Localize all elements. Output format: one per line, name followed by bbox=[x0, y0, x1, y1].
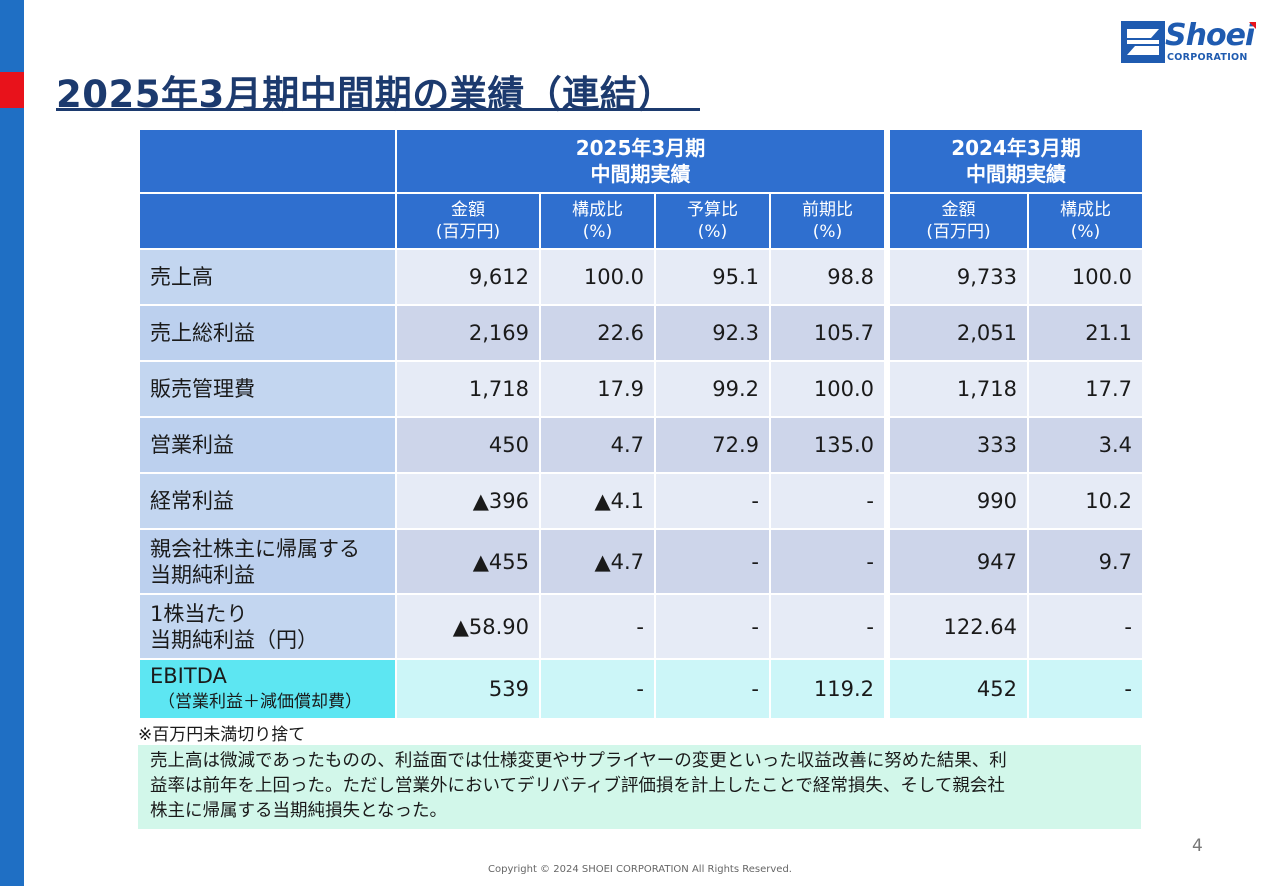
cell: 990 bbox=[890, 474, 1027, 528]
cell: - bbox=[1029, 660, 1142, 718]
row-label: 1株当たり 当期純利益（円） bbox=[140, 595, 395, 658]
header-blank bbox=[140, 194, 395, 248]
cell: 452 bbox=[890, 660, 1027, 718]
cell: ▲4.1 bbox=[541, 474, 654, 528]
cell: ▲4.7 bbox=[541, 530, 654, 593]
cell: 3.4 bbox=[1029, 418, 1142, 472]
group-header-2024: 2024年3月期 中間期実績 bbox=[890, 130, 1142, 192]
header-row-groups: 2025年3月期 中間期実績 2024年3月期 中間期実績 bbox=[140, 130, 1142, 192]
cell: - bbox=[771, 474, 884, 528]
col-header-ratio-2024: 構成比 (%) bbox=[1029, 194, 1142, 248]
cell: 98.8 bbox=[771, 250, 884, 304]
group-header-2025: 2025年3月期 中間期実績 bbox=[397, 130, 884, 192]
cell: 2,051 bbox=[890, 306, 1027, 360]
cell: 100.0 bbox=[1029, 250, 1142, 304]
cell: - bbox=[656, 595, 769, 658]
cell: 22.6 bbox=[541, 306, 654, 360]
cell: 92.3 bbox=[656, 306, 769, 360]
cell: 17.9 bbox=[541, 362, 654, 416]
table-row: 販売管理費 1,718 17.9 99.2 100.0 1,718 17.7 bbox=[140, 362, 1142, 416]
side-accent bbox=[0, 72, 24, 108]
col-header-amount-2024: 金額 (百万円) bbox=[890, 194, 1027, 248]
cell: 9,733 bbox=[890, 250, 1027, 304]
cell: 99.2 bbox=[656, 362, 769, 416]
cell: 2,169 bbox=[397, 306, 539, 360]
cell: 947 bbox=[890, 530, 1027, 593]
cell: 100.0 bbox=[771, 362, 884, 416]
table-row: 売上総利益 2,169 22.6 92.3 105.7 2,051 21.1 bbox=[140, 306, 1142, 360]
cell: 17.7 bbox=[1029, 362, 1142, 416]
cell: - bbox=[656, 474, 769, 528]
row-label: 営業利益 bbox=[140, 418, 395, 472]
summary-line: 売上高は微減であったものの、利益面では仕様変更やサプライヤーの変更といった収益改… bbox=[150, 751, 1007, 771]
row-label: 売上高 bbox=[140, 250, 395, 304]
cell: - bbox=[771, 595, 884, 658]
cell: 539 bbox=[397, 660, 539, 718]
summary-line: 益率は前年を上回った。ただし営業外においてデリバティブ評価損を計上したことで経常… bbox=[150, 776, 1005, 796]
cell: - bbox=[771, 530, 884, 593]
cell: 21.1 bbox=[1029, 306, 1142, 360]
cell: - bbox=[541, 595, 654, 658]
col-header-amount-2025: 金額 (百万円) bbox=[397, 194, 539, 248]
header-blank bbox=[140, 130, 395, 192]
cell: 119.2 bbox=[771, 660, 884, 718]
row-label: 親会社株主に帰属する 当期純利益 bbox=[140, 530, 395, 593]
cell: ▲58.90 bbox=[397, 595, 539, 658]
cell: - bbox=[656, 660, 769, 718]
cell: - bbox=[1029, 595, 1142, 658]
summary-line: 株主に帰属する当期純損失となった。 bbox=[150, 801, 447, 821]
cell: 100.0 bbox=[541, 250, 654, 304]
table-row-ebitda: EBITDA （営業利益＋減価償却費） 539 - - 119.2 452 - bbox=[140, 660, 1142, 718]
cell: 333 bbox=[890, 418, 1027, 472]
logo-mark-icon bbox=[1121, 21, 1165, 63]
cell: 1,718 bbox=[397, 362, 539, 416]
cell: 1,718 bbox=[890, 362, 1027, 416]
col-header-ratio-2025: 構成比 (%) bbox=[541, 194, 654, 248]
cell: 135.0 bbox=[771, 418, 884, 472]
col-header-budget-ratio: 予算比 (%) bbox=[656, 194, 769, 248]
cell: 9,612 bbox=[397, 250, 539, 304]
page-number: 4 bbox=[1192, 836, 1203, 856]
side-bar bbox=[0, 0, 24, 886]
logo-sub: CORPORATION bbox=[1167, 52, 1248, 63]
table-row: 営業利益 450 4.7 72.9 135.0 333 3.4 bbox=[140, 418, 1142, 472]
cell: 95.1 bbox=[656, 250, 769, 304]
table-row: 1株当たり 当期純利益（円） ▲58.90 - - - 122.64 - bbox=[140, 595, 1142, 658]
results-table: 2025年3月期 中間期実績 2024年3月期 中間期実績 金額 (百万円) 構成比(… bbox=[138, 128, 1144, 720]
copyright: Copyright © 2024 SHOEI CORPORATION All R… bbox=[488, 864, 792, 875]
cell: ▲396 bbox=[397, 474, 539, 528]
logo-accent-icon bbox=[1249, 22, 1256, 29]
footnote: ※百万円未満切り捨て bbox=[138, 725, 306, 745]
row-label: EBITDA （営業利益＋減価償却費） bbox=[140, 660, 395, 718]
cell: 10.2 bbox=[1029, 474, 1142, 528]
cell: - bbox=[656, 530, 769, 593]
logo-name: Shoei bbox=[1165, 18, 1255, 53]
summary-box: 売上高は微減であったものの、利益面では仕様変更やサプライヤーの変更といった収益改… bbox=[138, 745, 1141, 829]
cell: 105.7 bbox=[771, 306, 884, 360]
cell: ▲455 bbox=[397, 530, 539, 593]
cell: 9.7 bbox=[1029, 530, 1142, 593]
cell: 72.9 bbox=[656, 418, 769, 472]
col-header-yoy: 前期比 (%) bbox=[771, 194, 884, 248]
cell: 122.64 bbox=[890, 595, 1027, 658]
table-row: 親会社株主に帰属する 当期純利益 ▲455 ▲4.7 - - 947 9.7 bbox=[140, 530, 1142, 593]
table-row: 経常利益 ▲396 ▲4.1 - - 990 10.2 bbox=[140, 474, 1142, 528]
cell: 4.7 bbox=[541, 418, 654, 472]
header-row-columns: 金額 (百万円) 構成比 (%) 予算比 (%) 前期比 (%) 金額 (百万円) 構成比… bbox=[140, 194, 1142, 248]
company-logo: Shoei CORPORATION bbox=[1121, 18, 1261, 66]
table-row: 売上高 9,612 100.0 95.1 98.8 9,733 100.0 bbox=[140, 250, 1142, 304]
row-label: 販売管理費 bbox=[140, 362, 395, 416]
row-label: 売上総利益 bbox=[140, 306, 395, 360]
row-label: 経常利益 bbox=[140, 474, 395, 528]
cell: 450 bbox=[397, 418, 539, 472]
title-underline bbox=[56, 108, 700, 111]
cell: - bbox=[541, 660, 654, 718]
